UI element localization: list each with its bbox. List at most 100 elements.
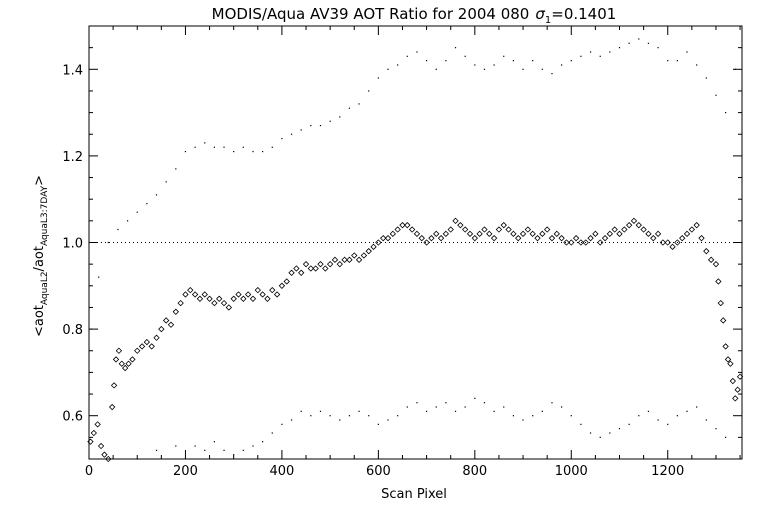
ylabel-sub2: AquaL3:7DAY: [40, 185, 50, 246]
mean-point: [515, 235, 522, 242]
mean-point: [534, 235, 541, 242]
mean-point: [254, 286, 261, 294]
mean-point: [355, 256, 363, 263]
lower-band-point: [657, 419, 659, 421]
mean-point: [326, 260, 334, 268]
mean-point: [293, 265, 300, 272]
upper-band-point: [300, 129, 302, 131]
mean-point: [587, 235, 594, 242]
mean-point: [452, 217, 459, 225]
plot-border: [88, 25, 743, 460]
x-tick-label: 0: [85, 464, 93, 479]
mean-point: [645, 230, 652, 238]
mean-point: [307, 265, 315, 272]
lower-band-point: [290, 419, 293, 421]
mean-point: [722, 343, 729, 350]
mean-point: [153, 334, 160, 341]
mean-point: [577, 239, 585, 246]
lower-band-point: [570, 415, 572, 417]
mean-point: [322, 265, 329, 272]
mean-point: [418, 235, 425, 242]
mean-point: [601, 235, 609, 242]
upper-band-point: [194, 146, 196, 148]
lower-band-point: [725, 436, 727, 438]
upper-band-point: [686, 51, 688, 53]
mean-point: [471, 235, 478, 242]
upper-band-point: [512, 60, 515, 62]
upper-band-point: [474, 64, 476, 66]
mean-point: [105, 455, 112, 463]
mean-point: [720, 317, 727, 324]
mean-point: [568, 239, 575, 246]
x-tick-label: 800: [462, 464, 487, 479]
lower-band-point: [339, 419, 341, 421]
mean-point: [519, 230, 527, 238]
x-tick-label: 400: [269, 464, 294, 479]
mean-point: [688, 226, 696, 233]
mean-point: [112, 356, 120, 363]
upper-band-point: [618, 47, 621, 49]
mean-point: [466, 230, 474, 238]
plot-frame: [88, 25, 743, 460]
mean-point: [674, 239, 681, 246]
mean-point: [447, 226, 454, 233]
lower-band-point: [522, 419, 524, 421]
mean-point: [683, 230, 691, 238]
lower-band-point: [599, 436, 601, 438]
x-tick-label: 200: [173, 464, 198, 479]
upper-band-point: [290, 133, 293, 135]
mean-point: [486, 230, 493, 238]
upper-band-point: [281, 137, 283, 140]
lower-band-point: [155, 449, 158, 451]
lower-band-point: [647, 410, 650, 412]
lower-band-point: [416, 402, 418, 404]
upper-band-point: [435, 68, 437, 70]
upper-band-point: [541, 68, 543, 70]
lower-band-point: [464, 406, 466, 408]
ylabel-mid: /aot: [32, 246, 47, 271]
y-tick-label: 0.6: [62, 410, 83, 425]
mean-point: [375, 239, 382, 246]
upper-band-point: [561, 64, 563, 66]
lower-band-point: [319, 410, 322, 412]
mean-point: [201, 291, 208, 298]
mean-point: [312, 265, 319, 272]
mean-point: [630, 217, 638, 225]
mean-point: [269, 286, 276, 294]
mean-point: [187, 286, 194, 294]
upper-band-series: [90, 38, 736, 330]
mean-point: [524, 226, 532, 233]
mean-point: [249, 295, 257, 302]
mean-point: [505, 226, 512, 233]
upper-band-point: [628, 42, 630, 44]
mean-point: [679, 235, 686, 242]
mean-point: [108, 403, 116, 411]
lower-band-point: [368, 415, 370, 417]
mean-point: [611, 226, 618, 233]
upper-band-point: [725, 112, 727, 114]
mean-point: [399, 222, 406, 229]
lower-band-point: [445, 402, 447, 404]
mean-point: [442, 230, 450, 238]
mean-point: [172, 308, 179, 315]
lower-band-point: [194, 445, 196, 447]
upper-band-point: [609, 51, 611, 53]
mean-point: [90, 429, 97, 437]
mean-point: [404, 222, 411, 229]
upper-band-point: [416, 51, 418, 53]
lower-band-point: [493, 410, 495, 412]
y-axis: 0.6 0.8 1.0 1.2 1.4: [62, 47, 742, 438]
y-tick-label: 0.8: [62, 323, 83, 338]
mean-point: [712, 260, 720, 268]
mean-point: [230, 295, 237, 302]
upper-band-point: [503, 55, 505, 57]
chart-title: MODIS/Aqua AV39 AOT Ratio for 2004 080 σ1…: [212, 5, 617, 26]
mean-point: [428, 235, 435, 242]
lower-band-point: [281, 423, 283, 425]
lower-band-point: [628, 423, 630, 425]
ylabel-prefix: <aot: [32, 305, 47, 337]
mean-point: [500, 222, 507, 229]
lower-band-point: [551, 402, 553, 404]
mean-point: [625, 222, 633, 229]
